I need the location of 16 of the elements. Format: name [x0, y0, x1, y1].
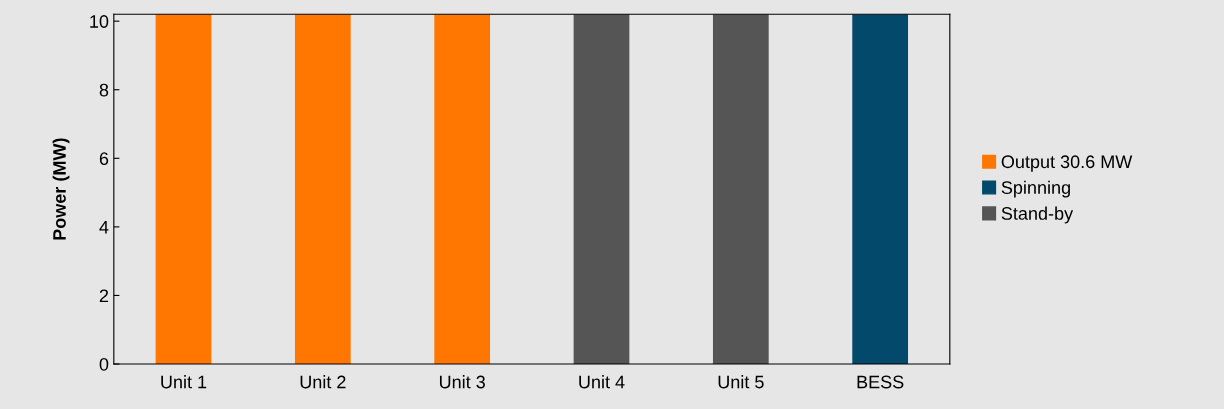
legend-label: Stand-by	[1001, 206, 1074, 224]
x-tick-label: Unit 1	[161, 375, 207, 389]
x-tick-label: Unit 3	[439, 375, 485, 389]
y-tick-label: 2	[99, 289, 109, 302]
y-tick-label: 8	[99, 83, 109, 97]
y-tick-label: 10	[90, 15, 109, 28]
x-tick-label: Unit 5	[718, 375, 764, 389]
legend-label: Output 30.6 MW	[1001, 155, 1133, 172]
x-tick-label: Unit 2	[300, 375, 346, 389]
y-axis-title: Power (MW)	[52, 138, 70, 240]
y-tick-label: 4	[99, 221, 109, 234]
y-tick-label: 6	[99, 152, 109, 166]
x-tick-label: Unit 4	[579, 375, 625, 389]
y-tick-label: 0	[99, 357, 109, 371]
legend-label: Spinning	[1001, 180, 1070, 198]
x-tick-label: BESS	[857, 375, 904, 389]
